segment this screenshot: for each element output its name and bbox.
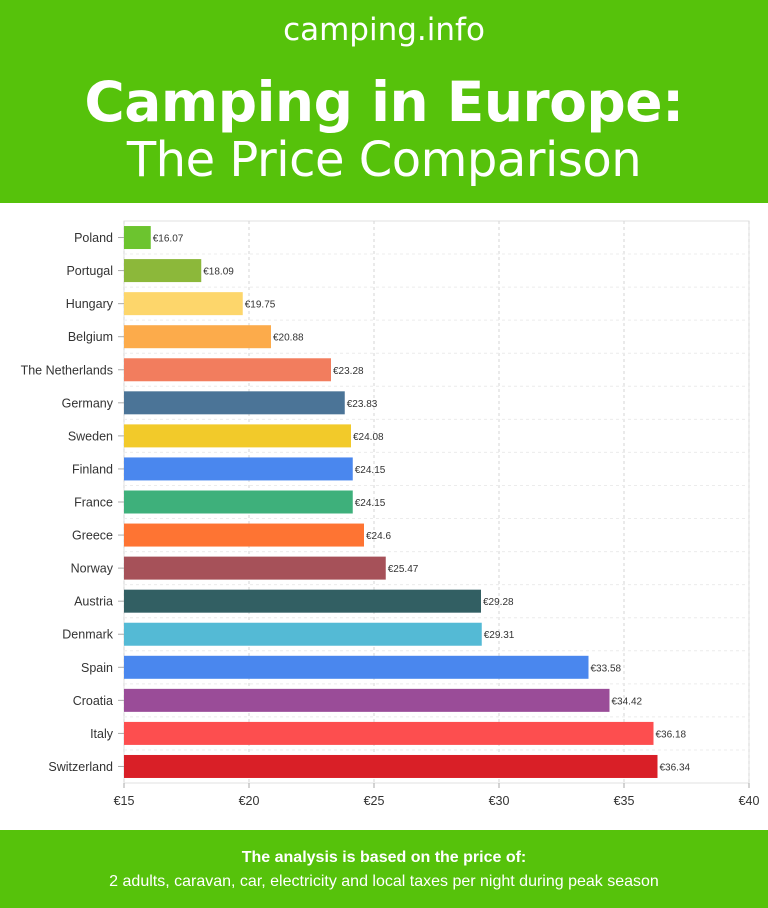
bar: [124, 721, 654, 745]
value-label: €24.15: [355, 465, 386, 476]
category-label: Sweden: [68, 429, 113, 443]
bar: [124, 259, 202, 283]
category-label: Portugal: [66, 264, 113, 278]
bar: [124, 292, 243, 316]
value-label: €20.88: [273, 333, 304, 344]
category-label: Belgium: [68, 330, 113, 344]
value-label: €36.34: [660, 762, 691, 773]
value-labels: €16.07 €18.09 €19.75 €20.88 €23.28 €23.83 €24.…: [153, 234, 691, 774]
brand-name: camping.info: [283, 12, 485, 48]
bar: [124, 655, 589, 679]
chart-area: Poland Portugal Hungary Belgium The Netherla…: [0, 203, 768, 830]
category-label: France: [74, 496, 113, 510]
category-label: Norway: [71, 562, 114, 576]
bar: [124, 226, 151, 250]
bar: [124, 457, 353, 481]
category-label: Switzerland: [48, 760, 113, 774]
footnote-heading: The analysis is based on the price of:: [241, 849, 527, 866]
bar: [124, 688, 610, 712]
value-label: €34.42: [612, 696, 643, 707]
category-label: Greece: [72, 529, 113, 543]
category-label: Poland: [74, 231, 113, 245]
category-label: The Netherlands: [21, 363, 113, 377]
footer-banner: The analysis is based on the price of: 2…: [0, 830, 768, 908]
category-label: Germany: [62, 396, 114, 410]
page-subtitle: The Price Comparison: [126, 132, 642, 188]
value-label: €23.28: [333, 366, 364, 377]
x-tick-label: €30: [489, 794, 510, 808]
value-label: €23.83: [347, 399, 378, 410]
page-title: Camping in Europe:: [84, 70, 684, 134]
value-label: €16.07: [153, 234, 184, 245]
bar: [124, 622, 482, 646]
bar: [124, 325, 271, 349]
bar: [124, 523, 364, 547]
header-banner: camping.info Camping in Europe: The Pric…: [0, 0, 768, 203]
value-label: €29.31: [484, 630, 515, 641]
bar: [124, 424, 351, 448]
bars: [124, 226, 658, 778]
bar: [124, 391, 345, 415]
x-tick-label: €15: [114, 794, 135, 808]
value-label: €25.47: [388, 564, 419, 575]
category-label: Spain: [81, 661, 113, 675]
value-label: €24.08: [353, 432, 384, 443]
x-tick-label: €35: [614, 794, 635, 808]
category-label: Finland: [72, 462, 113, 476]
bar: [124, 754, 658, 778]
bar: [124, 358, 331, 382]
value-label: €33.58: [591, 663, 622, 674]
bar: [124, 556, 386, 580]
footnote-detail: 2 adults, caravan, car, electricity and …: [109, 873, 659, 890]
value-label: €18.09: [203, 267, 234, 278]
category-labels: Poland Portugal Hungary Belgium The Netherla…: [21, 231, 124, 774]
category-label: Austria: [74, 595, 113, 609]
category-label: Hungary: [66, 297, 114, 311]
bar: [124, 490, 353, 514]
value-label: €19.75: [245, 300, 276, 311]
x-tick-label: €40: [739, 794, 760, 808]
value-label: €36.18: [656, 729, 687, 740]
category-label: Italy: [90, 727, 114, 741]
category-label: Denmark: [62, 628, 113, 642]
value-label: €29.28: [483, 597, 514, 608]
bar: [124, 589, 481, 613]
value-label: €24.6: [366, 531, 391, 542]
value-label: €24.15: [355, 498, 386, 509]
price-bar-chart: Poland Portugal Hungary Belgium The Netherla…: [21, 220, 760, 808]
x-tick-label: €25: [364, 794, 385, 808]
category-label: Croatia: [73, 694, 113, 708]
x-tick-label: €20: [239, 794, 260, 808]
x-axis-ticks: €15 €20 €25 €30 €35 €40: [114, 783, 760, 808]
